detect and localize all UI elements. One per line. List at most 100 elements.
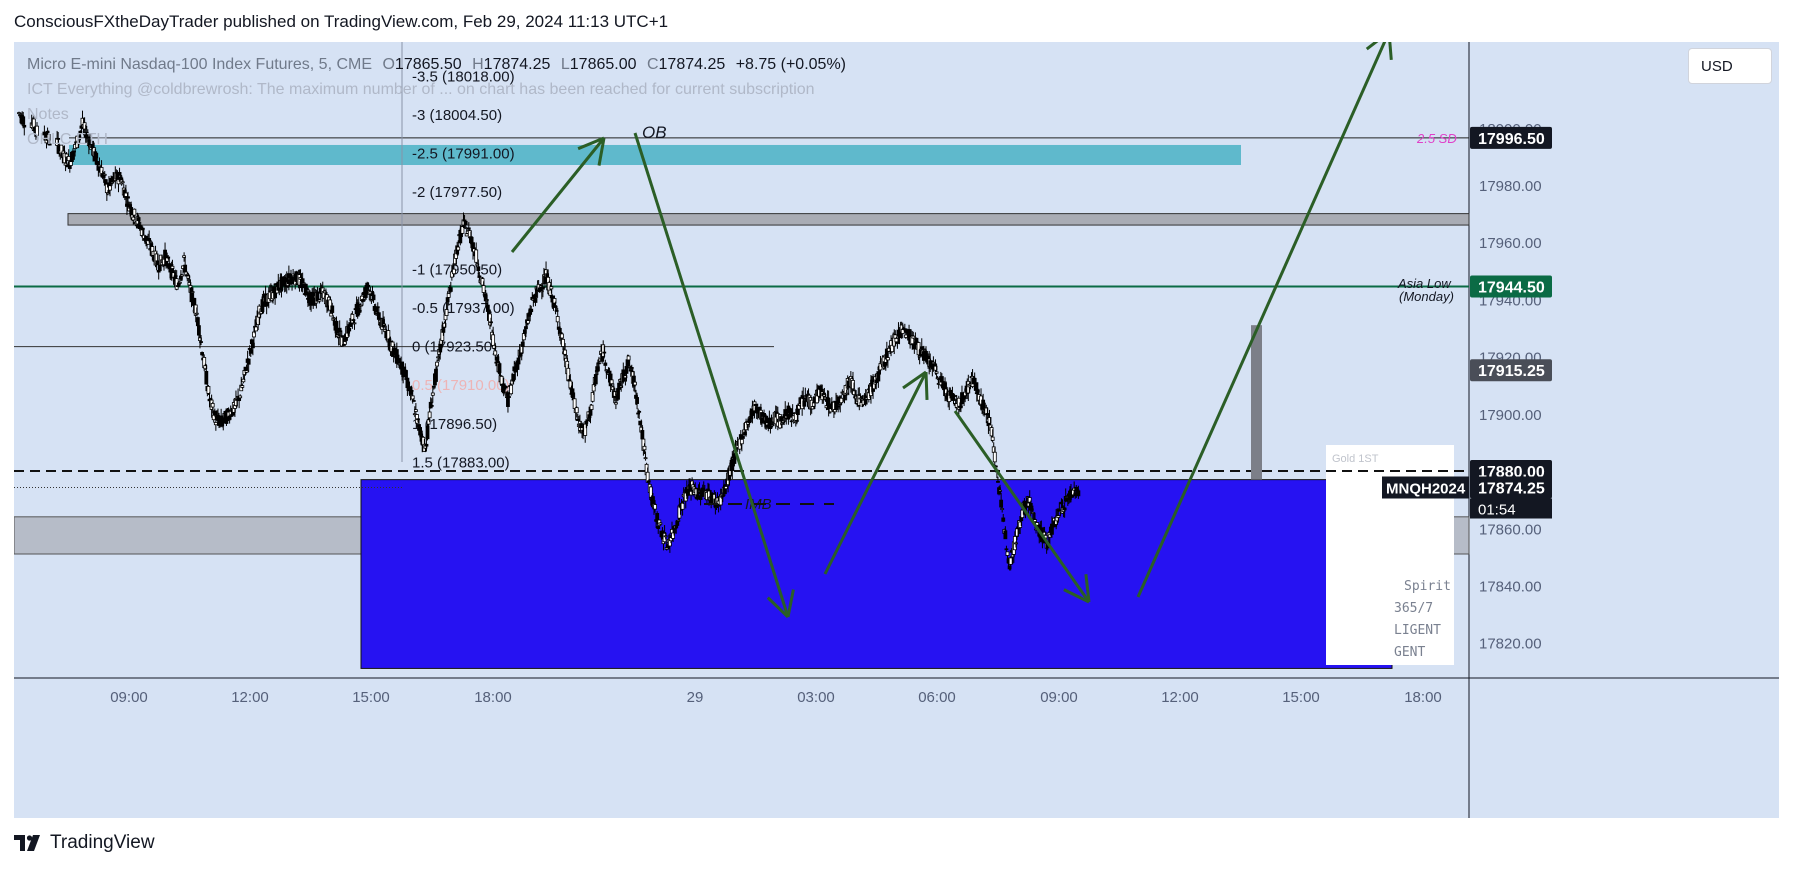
candle-body [658,522,663,525]
candle-body [429,404,434,407]
legend-ohlc-row: Micro E-mini Nasdaq-100 Index Futures, 5… [27,52,846,77]
candle-body [513,369,518,373]
candle-body [526,320,530,324]
candle-body [212,410,217,416]
candle-body [552,298,557,304]
candle-body [120,181,125,184]
candle-body [902,328,907,331]
chart-area[interactable]: Spirit 365/7 LIGENT GENT Gold 1ST 2.5 SD Asia … [14,42,1779,818]
x-tick-label-1: 12:00 [231,689,269,706]
trend-arrowhead-3-1 [1084,574,1091,603]
candle-body [503,385,508,389]
candle-body [502,392,507,395]
candle-body [334,320,339,334]
trend-arrow-1 [633,132,790,618]
candle-body [390,341,395,347]
tradingview-logo-icon [14,835,40,851]
candle-body [90,140,94,149]
candle-body [570,388,575,398]
candle-body [563,349,567,355]
y-tick-label: 17820.00 [1479,636,1542,653]
candle-body [132,208,137,216]
legend-indicator-line[interactable]: ICT Everything @coldbrewrosh: The maximu… [27,81,815,98]
candle-body [596,366,600,372]
chart-canvas[interactable]: Spirit 365/7 LIGENT GENT Gold 1ST 2.5 SD Asia … [14,42,1779,818]
price-label-4: 17874.25 [1478,481,1545,498]
candle-body [642,445,647,451]
legend-o-label: O [382,56,395,73]
candle-body [1001,517,1006,522]
candle-body [590,392,595,402]
candle-body [213,422,218,426]
candle-body [375,306,380,309]
trend-arrow-3 [953,410,1091,603]
candle-body [655,513,660,523]
candle-body [685,493,690,496]
currency-selector[interactable]: USD [1688,48,1772,84]
legend-ohlc-eth[interactable]: OHLC ETH [27,131,108,148]
candle-body [903,334,908,338]
candle-body [273,291,278,299]
watermark-gold: Gold 1ST [1332,453,1379,465]
candle-body [426,419,431,425]
candle-body [626,355,631,361]
y-tick-label: 17860.00 [1479,521,1542,538]
candle-body [189,287,194,303]
legend-symbol: Micro E-mini Nasdaq-100 Index Futures, 5… [27,56,373,73]
candle-body [410,395,415,400]
x-tick-label-4: 29 [687,689,704,706]
legend-notes[interactable]: Notes [27,106,69,123]
tradingview-logo[interactable]: TradingView [14,832,155,854]
candle-body [520,341,525,347]
price-label-2: 17915.25 [1478,363,1545,380]
candle-body [22,124,27,128]
x-tick-label-3: 18:00 [474,689,512,706]
x-tick-label-7: 09:00 [1040,689,1078,706]
candle-body [199,341,203,343]
candle-body [985,413,990,416]
candle-body [1005,551,1010,556]
trend-arrowhead-2-1 [902,370,927,390]
candle-body [197,325,201,336]
trend-arrowhead-1-0 [766,596,790,619]
candle-body [607,370,612,374]
legend-h-label: H [472,56,484,73]
candle-body [369,299,374,302]
candle-body [252,331,256,338]
y-tick-label: 17900.00 [1479,407,1542,424]
published-line: ConsciousFXtheDayTrader published on Tra… [14,12,669,31]
countdown-label: 01:54 [1478,502,1516,519]
candle-body [890,344,895,353]
candle-body [94,152,99,159]
candle-body [63,162,68,166]
published-header: ConsciousFXtheDayTrader published on Tra… [0,0,1793,42]
candle-body [358,304,363,307]
candle-body [671,532,675,539]
candle-body [724,486,728,490]
trend-arrow-4 [1136,42,1387,598]
candle-body [366,284,371,288]
candle-body [446,293,451,298]
watermark-text-3: GENT [1394,645,1425,660]
candle-body [511,373,516,382]
candle-body [732,453,737,464]
trend-arrowhead-2-0 [924,371,929,401]
candle-body [337,327,342,333]
candle-body [182,255,187,258]
candle-body [648,486,653,498]
candle-body [328,299,333,311]
currency-label: USD [1701,58,1733,75]
candle-body [330,305,335,313]
candle-body [190,291,195,293]
trend-arrow-0 [510,137,606,253]
candle-body [329,312,334,317]
candle-body [177,281,182,284]
legend-change: +8.75 (+0.05%) [735,56,846,73]
candle-body [476,266,481,271]
candle-body [355,302,360,317]
candle-body [603,362,608,366]
legend-l-label: L [560,56,570,73]
candle-body [1000,508,1005,510]
candle-body [602,351,607,354]
candle-body [939,376,944,383]
